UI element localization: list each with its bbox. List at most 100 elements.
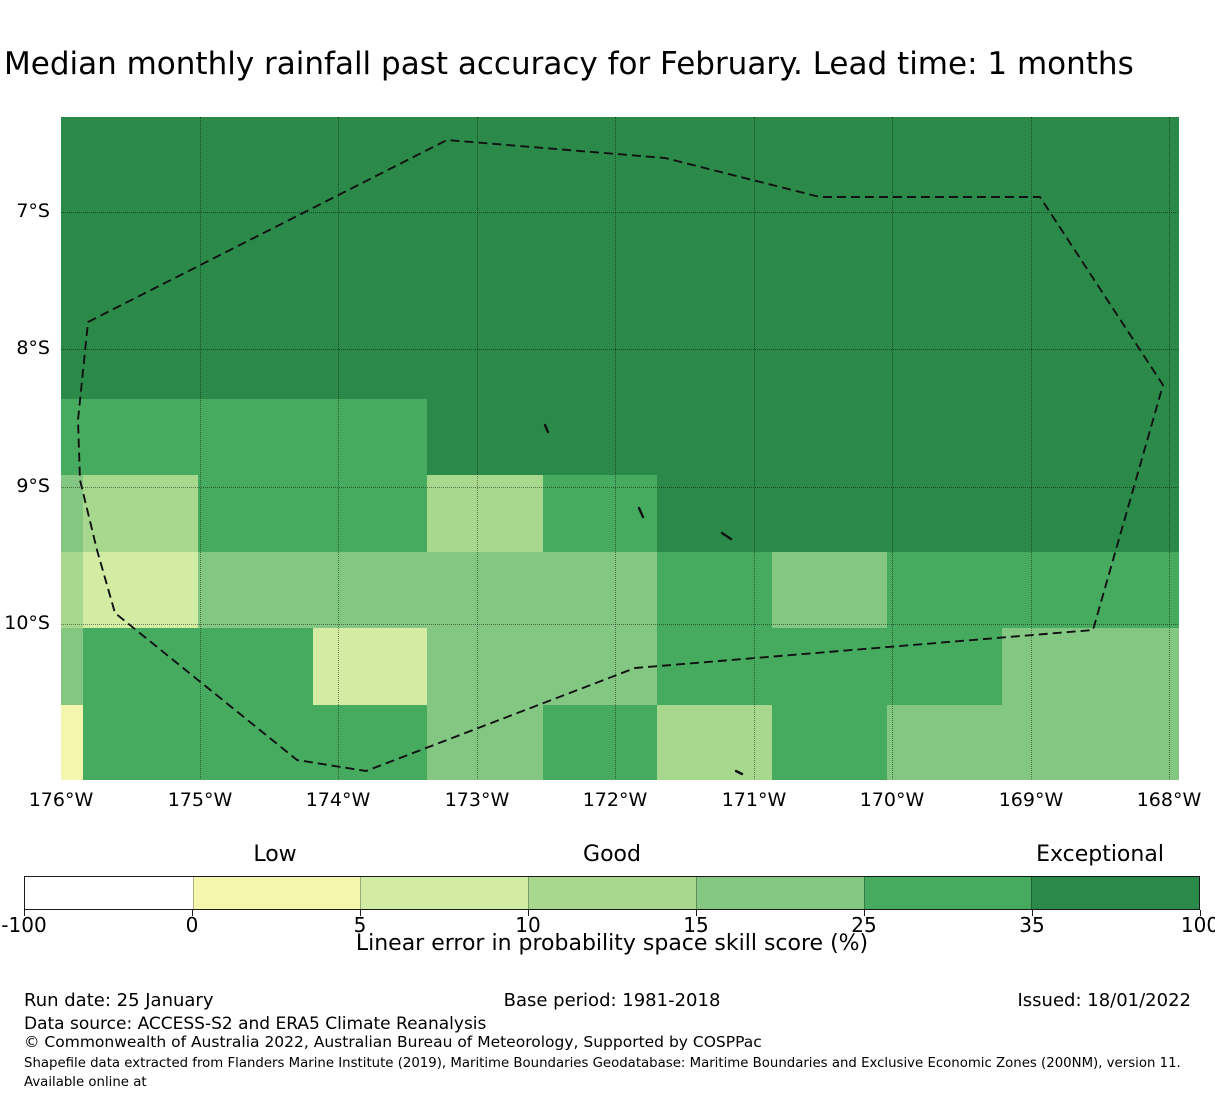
colorbar-axis-label: Linear error in probability space skill … xyxy=(355,931,869,956)
colorbar-tick xyxy=(360,910,361,916)
map-cell xyxy=(427,705,544,780)
base-period-label: Base period: 1981-2018 xyxy=(503,990,721,1011)
map-cell xyxy=(1002,552,1118,629)
gridline-vertical xyxy=(477,117,478,779)
map-cell xyxy=(772,552,888,629)
map-cell xyxy=(1002,171,1118,248)
gridline-vertical xyxy=(754,117,755,779)
gridline-vertical xyxy=(892,117,893,779)
map-cell xyxy=(543,705,658,780)
colorbar-tick xyxy=(192,910,193,916)
x-tick-label: 172°W xyxy=(582,789,648,811)
map-cell xyxy=(83,705,199,780)
gridline-horizontal xyxy=(61,349,1178,350)
map-cell xyxy=(887,323,1003,400)
gridline-vertical xyxy=(200,117,201,779)
map-cell xyxy=(313,552,428,629)
map-cell xyxy=(543,117,658,172)
colorbar-tick-label: 100 xyxy=(1180,913,1215,937)
colorbar-tick xyxy=(1200,910,1201,916)
map-cell xyxy=(1002,117,1118,172)
map-cell xyxy=(1002,628,1118,706)
colorbar-tick-label: 15 xyxy=(683,913,709,937)
colorbar-segment xyxy=(528,877,696,909)
map-cell xyxy=(772,399,888,476)
gridline-vertical xyxy=(1169,117,1170,779)
colorbar-tick-label: 0 xyxy=(185,913,199,937)
x-tick-label: 169°W xyxy=(998,789,1064,811)
run-date-label: Run date: 25 January xyxy=(24,990,214,1011)
map-cell xyxy=(543,171,658,248)
map-cell xyxy=(83,628,199,706)
map-cell xyxy=(83,399,199,476)
map-cell xyxy=(887,628,1003,706)
map-cell xyxy=(83,323,199,400)
gridline-vertical xyxy=(338,117,339,779)
map-cell xyxy=(1002,323,1118,400)
map-cell xyxy=(198,552,314,629)
map-cell xyxy=(427,552,544,629)
x-tick-label: 173°W xyxy=(444,789,510,811)
map-cell xyxy=(313,247,428,324)
map-cell xyxy=(543,247,658,324)
x-tick-label: 168°W xyxy=(1136,789,1202,811)
gridline-vertical xyxy=(615,117,616,779)
map-cell xyxy=(198,117,314,172)
map-cell xyxy=(657,552,773,629)
map-cell xyxy=(543,399,658,476)
map-cell xyxy=(313,323,428,400)
shapefile-note: Shapefile data extracted from Flanders M… xyxy=(24,1054,1204,1095)
map-cell xyxy=(61,628,84,706)
data-source-label: Data source: ACCESS-S2 and ERA5 Climate … xyxy=(24,1014,487,1034)
map-cell xyxy=(61,399,84,476)
map-cell xyxy=(198,171,314,248)
colorbar-segment xyxy=(863,877,1032,909)
map-cell xyxy=(313,399,428,476)
map-cell xyxy=(61,552,84,629)
map-cell xyxy=(427,323,544,400)
map-cell xyxy=(313,628,428,706)
y-tick-label: 7°S xyxy=(16,199,50,222)
map-cell xyxy=(657,171,773,248)
map-cell xyxy=(543,323,658,400)
map-cell xyxy=(313,705,428,780)
map-cell xyxy=(887,399,1003,476)
map-cell xyxy=(772,705,888,780)
gridline-horizontal xyxy=(61,487,1178,488)
map-cell xyxy=(198,705,314,780)
map-cell xyxy=(772,323,888,400)
colorbar-segment xyxy=(192,877,361,909)
map-cell xyxy=(427,628,544,706)
colorbar-tick xyxy=(24,910,25,916)
map-cell xyxy=(61,117,84,172)
x-tick-label: 174°W xyxy=(305,789,371,811)
colorbar-tick-label: 35 xyxy=(1019,913,1045,937)
map-cell xyxy=(657,323,773,400)
map-cell xyxy=(657,117,773,172)
colorbar-tick xyxy=(528,910,529,916)
x-tick-label: 170°W xyxy=(859,789,925,811)
colorbar-segment xyxy=(25,877,193,909)
map-cell xyxy=(657,399,773,476)
map-cell xyxy=(61,247,84,324)
map-cell xyxy=(772,117,888,172)
map-cell xyxy=(427,171,544,248)
colorbar xyxy=(24,876,1200,910)
y-tick-label: 9°S xyxy=(16,474,50,497)
map-cell xyxy=(887,247,1003,324)
gridline-horizontal xyxy=(61,212,1178,213)
map-cell xyxy=(427,399,544,476)
colorbar-tick-label: 5 xyxy=(353,913,367,937)
issued-label: Issued: 18/01/2022 xyxy=(1017,990,1191,1011)
x-tick-label: 175°W xyxy=(167,789,233,811)
y-tick-label: 8°S xyxy=(16,336,50,359)
map-cell xyxy=(657,705,773,780)
map-cell xyxy=(887,171,1003,248)
map-cell xyxy=(657,247,773,324)
colorbar-segment xyxy=(1031,877,1199,909)
copyright-label: © Commonwealth of Australia 2022, Austra… xyxy=(24,1033,762,1051)
colorbar-segment xyxy=(695,877,864,909)
map-cell xyxy=(427,117,544,172)
map-cell xyxy=(772,171,888,248)
